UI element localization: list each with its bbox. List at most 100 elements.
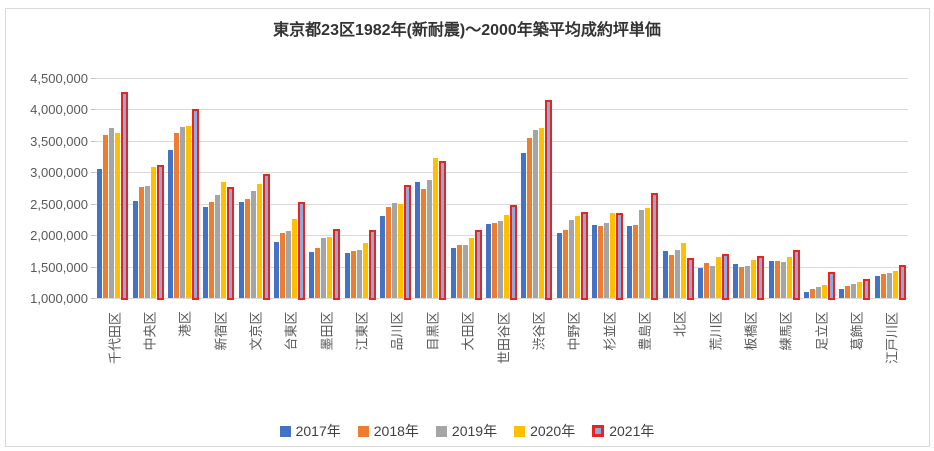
bar-2019年-新宿区[interactable] bbox=[215, 195, 221, 298]
bar-2018年-江戸川区[interactable] bbox=[880, 274, 886, 298]
bar-2020年-目黒区[interactable] bbox=[433, 158, 439, 298]
bar-2020年-港区[interactable] bbox=[185, 126, 191, 298]
bar-2021年-豊島区[interactable] bbox=[651, 193, 659, 300]
bar-2017年-北区[interactable] bbox=[662, 251, 668, 298]
bar-2021年-中央区[interactable] bbox=[156, 165, 164, 300]
bar-2020年-品川区[interactable] bbox=[397, 204, 403, 298]
bar-2017年-世田谷区[interactable] bbox=[486, 224, 491, 298]
bar-2018年-世田谷区[interactable] bbox=[492, 223, 497, 298]
bar-2020年-江東区[interactable] bbox=[362, 243, 368, 298]
bar-2021年-江戸川区[interactable] bbox=[898, 265, 906, 300]
bar-2019年-渋谷区[interactable] bbox=[533, 130, 539, 298]
bar-2018年-新宿区[interactable] bbox=[209, 202, 215, 298]
bar-2021年-渋谷区[interactable] bbox=[545, 100, 553, 300]
bar-2020年-台東区[interactable] bbox=[291, 219, 297, 298]
bar-2019年-文京区[interactable] bbox=[250, 191, 256, 298]
bar-2017年-新宿区[interactable] bbox=[203, 207, 209, 298]
bar-2021年-港区[interactable] bbox=[191, 109, 199, 300]
bar-2021年-足立区[interactable] bbox=[828, 272, 836, 300]
bar-2019年-大田区[interactable] bbox=[462, 245, 468, 298]
bar-2017年-文京区[interactable] bbox=[238, 202, 244, 298]
bar-2020年-板橋区[interactable] bbox=[751, 260, 757, 298]
bar-2019年-台東区[interactable] bbox=[285, 231, 291, 298]
bar-2018年-目黒区[interactable] bbox=[421, 189, 427, 298]
bar-2019年-世田谷区[interactable] bbox=[498, 221, 503, 298]
bar-2020年-荒川区[interactable] bbox=[716, 257, 722, 298]
bar-2019年-墨田区[interactable] bbox=[321, 238, 327, 298]
bar-2021年-杉並区[interactable] bbox=[616, 213, 624, 300]
bar-2019年-江東区[interactable] bbox=[356, 250, 362, 298]
bar-2019年-練馬区[interactable] bbox=[780, 262, 786, 298]
bar-2020年-杉並区[interactable] bbox=[610, 213, 616, 298]
bar-2019年-北区[interactable] bbox=[674, 250, 680, 298]
bar-2019年-足立区[interactable] bbox=[816, 287, 822, 298]
bar-2019年-豊島区[interactable] bbox=[639, 210, 645, 298]
bar-2018年-大田区[interactable] bbox=[456, 245, 462, 298]
bar-2017年-江東区[interactable] bbox=[344, 253, 350, 298]
bar-2020年-大田区[interactable] bbox=[468, 238, 474, 298]
bar-2019年-板橋区[interactable] bbox=[745, 266, 751, 298]
bar-2020年-文京区[interactable] bbox=[256, 184, 262, 298]
bar-2021年-品川区[interactable] bbox=[403, 185, 411, 300]
bar-2018年-江東区[interactable] bbox=[350, 251, 356, 298]
bar-2019年-品川区[interactable] bbox=[391, 203, 397, 298]
bar-2019年-目黒区[interactable] bbox=[427, 180, 433, 298]
bar-2017年-葛飾区[interactable] bbox=[839, 289, 845, 298]
bar-2019年-荒川区[interactable] bbox=[710, 266, 716, 298]
bar-2018年-中野区[interactable] bbox=[562, 230, 568, 298]
bar-2017年-台東区[interactable] bbox=[273, 242, 279, 298]
bar-2020年-新宿区[interactable] bbox=[221, 182, 227, 298]
bar-2021年-台東区[interactable] bbox=[297, 202, 305, 300]
bar-2021年-墨田区[interactable] bbox=[333, 229, 341, 300]
bar-2018年-板橋区[interactable] bbox=[739, 267, 745, 298]
bar-2021年-大田区[interactable] bbox=[474, 230, 482, 300]
bar-2020年-千代田区[interactable] bbox=[115, 133, 121, 298]
bar-2018年-中央区[interactable] bbox=[138, 187, 144, 298]
bar-2021年-新宿区[interactable] bbox=[227, 187, 235, 300]
legend-item-2017年[interactable]: 2017年 bbox=[279, 421, 341, 441]
bar-2020年-足立区[interactable] bbox=[822, 285, 828, 298]
bar-2018年-千代田区[interactable] bbox=[103, 135, 109, 298]
bar-2020年-中央区[interactable] bbox=[150, 167, 156, 298]
bar-2021年-千代田区[interactable] bbox=[121, 92, 129, 300]
bar-2018年-文京区[interactable] bbox=[244, 199, 250, 298]
bar-2017年-練馬区[interactable] bbox=[768, 261, 774, 298]
bar-2020年-練馬区[interactable] bbox=[786, 257, 792, 298]
bar-2020年-江戸川区[interactable] bbox=[892, 271, 898, 298]
bar-2019年-葛飾区[interactable] bbox=[851, 284, 857, 298]
bar-2020年-中野区[interactable] bbox=[574, 216, 580, 298]
bar-2021年-荒川区[interactable] bbox=[722, 254, 730, 300]
bar-2019年-中野区[interactable] bbox=[568, 220, 574, 298]
bar-2019年-杉並区[interactable] bbox=[604, 223, 610, 298]
bar-2021年-目黒区[interactable] bbox=[439, 161, 447, 300]
bar-2017年-墨田区[interactable] bbox=[309, 252, 315, 298]
bar-2021年-板橋区[interactable] bbox=[757, 256, 765, 300]
bar-2020年-北区[interactable] bbox=[680, 243, 686, 298]
bar-2021年-世田谷区[interactable] bbox=[510, 205, 517, 300]
legend-item-2019年[interactable]: 2019年 bbox=[435, 421, 497, 441]
bar-2018年-品川区[interactable] bbox=[385, 207, 391, 298]
bar-2017年-目黒区[interactable] bbox=[415, 182, 421, 298]
bar-2017年-中央区[interactable] bbox=[132, 201, 138, 298]
bar-2019年-港区[interactable] bbox=[179, 127, 185, 298]
bar-2019年-江戸川区[interactable] bbox=[886, 273, 892, 298]
bar-2021年-中野区[interactable] bbox=[580, 212, 588, 300]
bar-2018年-足立区[interactable] bbox=[810, 289, 816, 298]
bar-2021年-江東区[interactable] bbox=[368, 230, 376, 300]
bar-2017年-品川区[interactable] bbox=[379, 216, 385, 298]
bar-2017年-足立区[interactable] bbox=[804, 292, 810, 298]
bar-2018年-荒川区[interactable] bbox=[704, 263, 710, 298]
bar-2017年-杉並区[interactable] bbox=[592, 225, 598, 298]
bar-2020年-墨田区[interactable] bbox=[327, 237, 333, 298]
bar-2020年-世田谷区[interactable] bbox=[504, 215, 509, 298]
bar-2018年-北区[interactable] bbox=[668, 255, 674, 298]
bar-2017年-江戸川区[interactable] bbox=[874, 276, 880, 298]
bar-2017年-中野区[interactable] bbox=[556, 233, 562, 298]
bar-2017年-豊島区[interactable] bbox=[627, 226, 633, 298]
bar-2018年-墨田区[interactable] bbox=[315, 248, 321, 298]
bar-2018年-練馬区[interactable] bbox=[774, 261, 780, 298]
legend-item-2020年[interactable]: 2020年 bbox=[514, 421, 575, 441]
bar-2018年-台東区[interactable] bbox=[279, 233, 285, 298]
bar-2017年-板橋区[interactable] bbox=[733, 264, 739, 298]
legend-item-2018年[interactable]: 2018年 bbox=[357, 421, 419, 441]
